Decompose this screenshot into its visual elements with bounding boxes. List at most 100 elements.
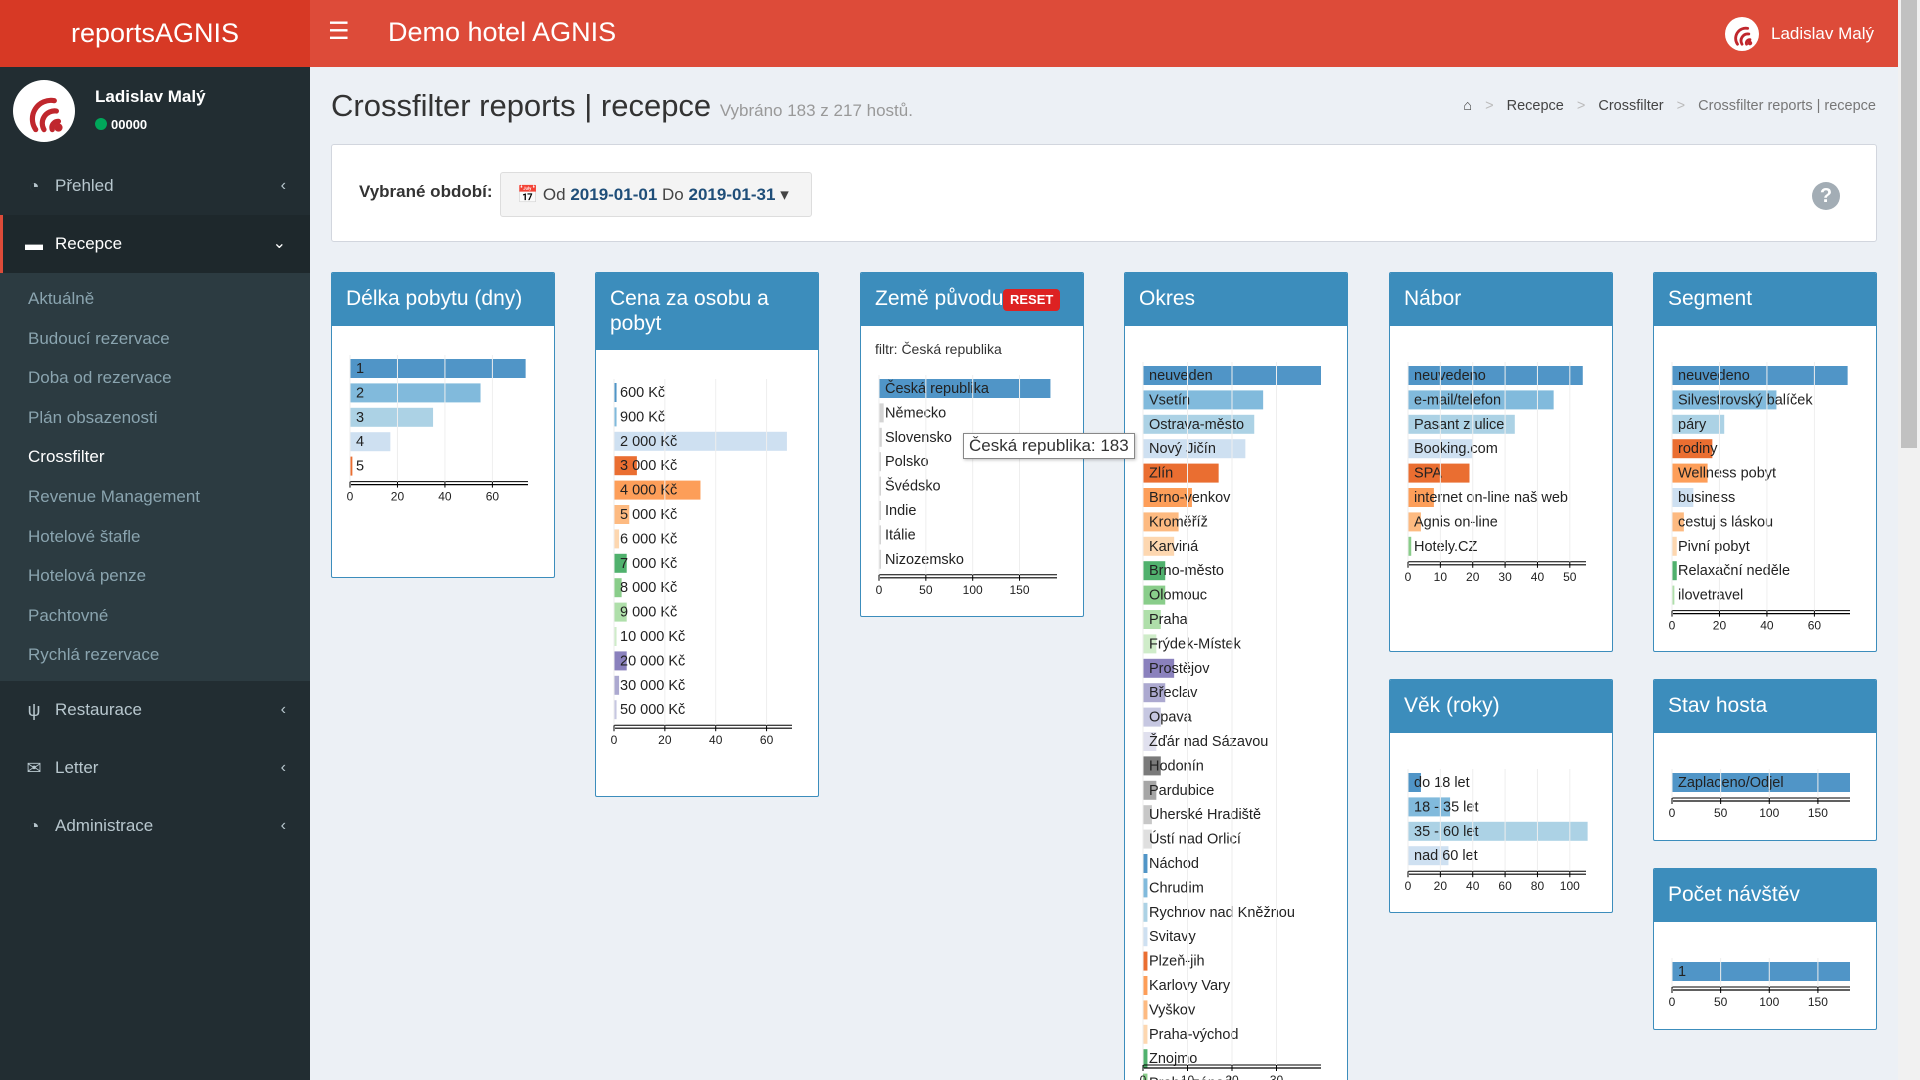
x-tick-label-vek-1: 20 [1434, 879, 1448, 893]
submenu-item-plan-obsazenosti[interactable]: Plán obsazenosti [28, 407, 158, 427]
submenu-item-aktualne[interactable]: Aktuálně [28, 289, 95, 308]
x-tick-label-nabor-2: 20 [1466, 570, 1480, 584]
home-icon[interactable]: ⌂ [1463, 98, 1473, 114]
chart-nabor[interactable]: neuvedeno e-mail/telefon Pasant z ulice Boo… [1390, 361, 1613, 652]
bar-segment-4 [1672, 463, 1708, 483]
submenu-item-rychla-rezervace[interactable]: Rychlá rezervace [28, 645, 160, 665]
bar-okres-6 [1143, 512, 1179, 532]
bar-label-cena-7: 7 000 Kč [620, 556, 677, 572]
chart-title-segment: Segment [1654, 273, 1876, 326]
bar-delka-3 [350, 432, 391, 452]
breadcrumb-crossfilter[interactable]: Crossfilter [1598, 98, 1664, 114]
chart-vek[interactable]: do 18 let 18 - 35 let 35 - 60 let nad 60 le… [1390, 768, 1613, 913]
user-menu[interactable]: Ladislav Malý [1725, 16, 1874, 52]
bar-zeme-6 [879, 525, 881, 545]
x-tick-label-okres-3: 30 [1270, 1073, 1284, 1080]
bar-cena-4 [614, 480, 701, 500]
x-tick-label-stav-0: 0 [1669, 806, 1676, 820]
x-tick-label-okres-0: 0 [1140, 1073, 1147, 1080]
chart-stav[interactable]: Zaplaceno/Odjel 0 50 100 150 [1654, 768, 1877, 841]
sidebar-item-recepce[interactable]: ▬ Recepce ⌄ [0, 215, 310, 273]
chart-box-segment: Segment neuvedeno Silvestrovský balíček pá… [1653, 272, 1877, 652]
chart-delka[interactable]: 1 2 3 4 5 0 20 40 60 [332, 345, 555, 578]
bar-label-segment-4: Wellness pobyt [1678, 466, 1776, 482]
chart-segment[interactable]: neuvedeno Silvestrovský balíček páry rodiny… [1654, 361, 1877, 652]
bar-label-okres-16: Hodonín [1149, 758, 1204, 774]
breadcrumb-recepce[interactable]: Recepce [1506, 98, 1564, 114]
chart-navstevy[interactable]: 1 0 50 100 150 [1654, 957, 1877, 1030]
submenu-item-pachtovne[interactable]: Pachtovné [28, 605, 109, 625]
reset-filter-button[interactable]: RESET [1003, 289, 1061, 311]
app-brand[interactable]: reportsAGNIS [0, 0, 310, 67]
sidebar-item-label: Letter [55, 757, 99, 777]
bar-label-zeme-7: Nizozemsko [885, 552, 964, 568]
submenu-item-crossfilter[interactable]: Crossfilter [28, 447, 105, 467]
sidebar-item-letter[interactable]: ✉ Letter ‹ [0, 739, 310, 797]
bar-label-okres-18: Uherské Hradiště [1149, 807, 1261, 823]
bar-nabor-7 [1408, 536, 1412, 556]
chart-box-navstevy: Počet návštěv 1 0 50 100 150 [1653, 868, 1877, 1030]
chart-box-okres: Okres neuveden Vsetín Ostrava-město Nový Ji… [1124, 272, 1348, 1080]
x-tick-label-zeme-1: 50 [919, 583, 933, 597]
bar-okres-4 [1143, 463, 1219, 483]
bar-cena-2 [614, 431, 787, 451]
bar-vek-2 [1408, 821, 1588, 841]
chart-tooltip: Česká republika: 183 [963, 433, 1135, 459]
chart-title-navstevy: Počet návštěv [1654, 869, 1876, 922]
bar-zeme-5 [879, 501, 881, 520]
chart-box-vek: Věk (roky) do 18 let 18 - 35 let 35 - 60 l… [1389, 679, 1613, 913]
x-tick-label-navstevy-3: 150 [1808, 995, 1828, 1009]
submenu-item-budouci-rezervace[interactable]: Budoucí rezervace [28, 328, 170, 348]
scrollbar-thumb[interactable] [1901, 0, 1917, 448]
period-to-date: 2019-01-31 [688, 185, 776, 204]
bar-label-vek-2: 35 - 60 let [1414, 824, 1479, 840]
bar-okres-12 [1143, 658, 1175, 678]
bar-label-nabor-6: Agnis on-line [1414, 514, 1498, 530]
hamburger-icon[interactable]: ☰ [328, 18, 350, 45]
bar-vek-1 [1408, 797, 1451, 817]
chart-okres[interactable]: neuveden Vsetín Ostrava-město Nový Jičín Zlí… [1125, 361, 1348, 1080]
sidebar-item-label: Přehled [55, 176, 114, 195]
bar-label-navstevy-0: 1 [1678, 964, 1686, 980]
bar-cena-9 [614, 602, 627, 622]
bar-label-cena-13: 50 000 Kč [620, 702, 685, 718]
x-tick-label-navstevy-0: 0 [1669, 995, 1676, 1009]
submenu-item-hotelova-penze[interactable]: Hotelová penze [28, 566, 147, 586]
sidebar-item-prehled[interactable]: ◔ Přehled ‹ [0, 157, 310, 215]
x-tick-label-stav-2: 100 [1759, 806, 1779, 820]
x-tick-label-vek-4: 80 [1531, 879, 1545, 893]
hotel-name: Demo hotel AGNIS [388, 17, 617, 47]
sidebar-item-administrace[interactable]: ◔ Administrace ‹ [0, 797, 310, 855]
page-scrollbar[interactable] [1898, 0, 1920, 1080]
sidebar-item-restaurace[interactable]: ψ Restaurace ‹ [0, 681, 310, 739]
bar-cena-11 [614, 651, 627, 671]
bar-okres-20 [1143, 854, 1148, 873]
bar-okres-1 [1143, 390, 1264, 410]
question-circle-icon[interactable]: ? [1812, 182, 1840, 210]
chart-title-cena: Cena za osobu a pobyt [596, 273, 818, 350]
x-tick-label-vek-0: 0 [1405, 879, 1412, 893]
x-tick-label-zeme-3: 150 [1010, 583, 1030, 597]
bar-okres-29 [1143, 1073, 1148, 1080]
chart-cena[interactable]: 600 Kč 900 Kč 2 000 Kč 3 000 Kč 4 000 Kč 5 00… [596, 369, 819, 797]
bar-label-segment-5: business [1678, 490, 1735, 506]
x-tick-label-nabor-1: 10 [1434, 570, 1448, 584]
envelope-icon: ✉ [26, 757, 42, 778]
x-tick-label-vek-3: 60 [1498, 879, 1512, 893]
bar-delka-2 [350, 407, 434, 427]
sidebar-item-label: Recepce [55, 234, 123, 253]
x-tick-label-zeme-2: 100 [963, 583, 983, 597]
submenu-item-revenue-management[interactable]: Revenue Management [28, 486, 201, 506]
bar-okres-2 [1143, 414, 1255, 434]
bar-label-okres-20: Náchod [1149, 856, 1199, 872]
chevron-left-icon: ‹ [280, 816, 286, 834]
submenu-item-doba-od-rezervace[interactable]: Doba od rezervace [28, 368, 172, 388]
x-tick-label-cena-3: 60 [760, 733, 774, 747]
bar-label-zeme-4: Švédsko [885, 478, 941, 495]
x-tick-label-delka-1: 20 [391, 490, 405, 504]
date-range-button[interactable]: 📅 Od 2019-01-01 Do 2019-01-31 ▾ [500, 172, 812, 217]
bar-label-cena-1: 900 Kč [620, 409, 665, 425]
chart-zeme[interactable]: Česká republika Německo Slovensko Polsko Švé… [861, 371, 1084, 617]
submenu-item-hotelove-stafle[interactable]: Hotelové štafle [28, 526, 141, 546]
page-title: Crossfilter reports | recepce Vybráno 18… [331, 88, 913, 124]
